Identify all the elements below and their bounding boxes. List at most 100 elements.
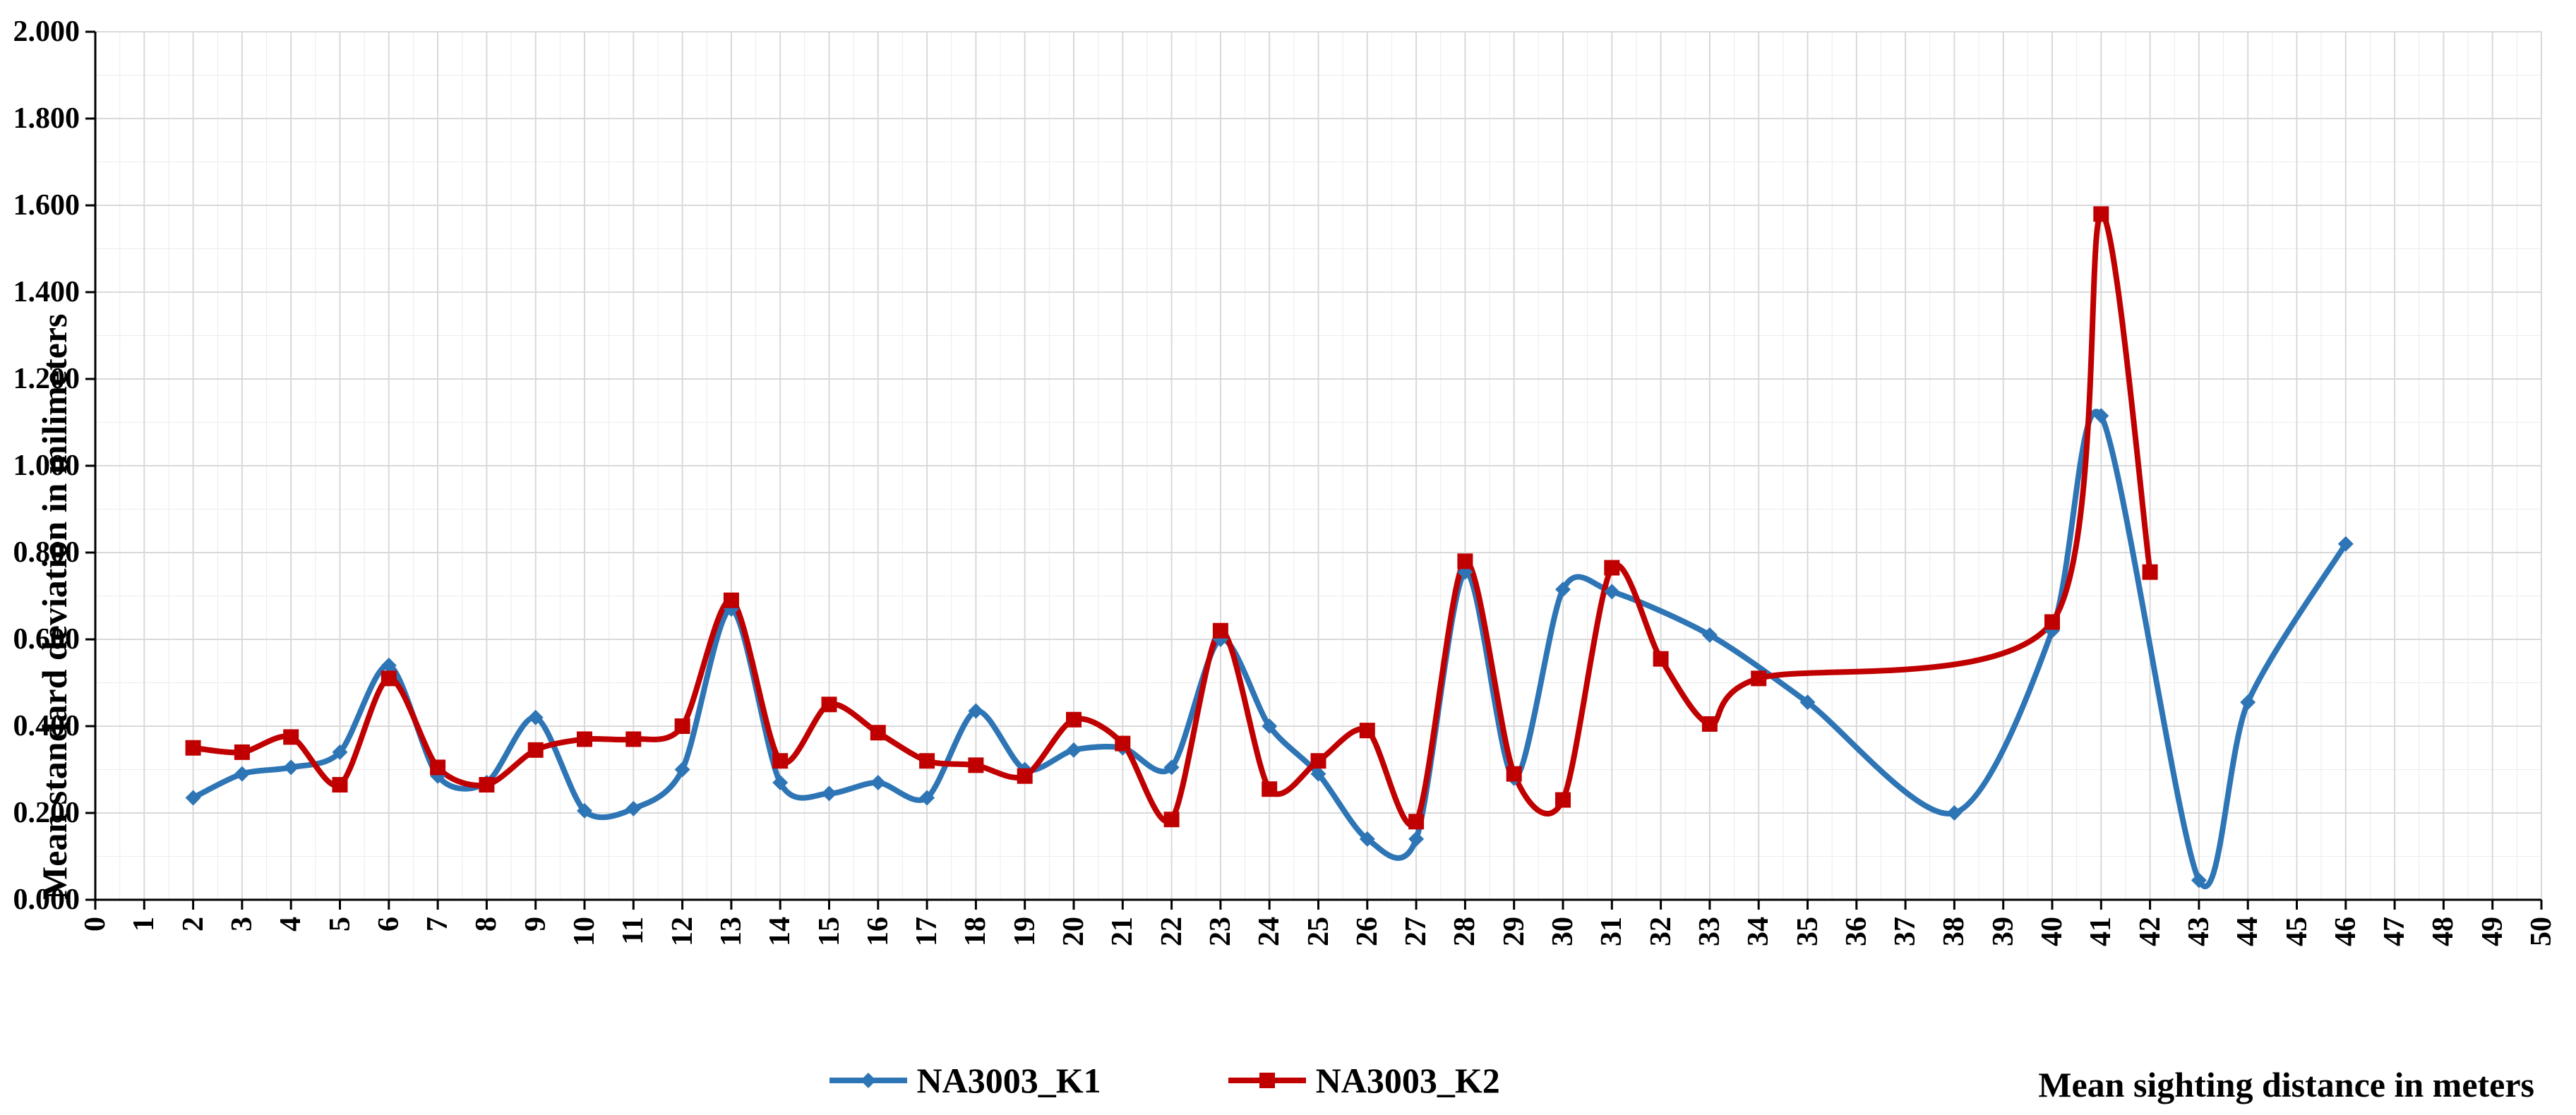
data-marker [1311, 753, 1326, 769]
x-tick-label: 42 [2133, 917, 2167, 946]
x-tick-label: 19 [1008, 917, 1042, 946]
x-tick-label: 40 [2035, 917, 2069, 946]
data-marker [234, 745, 250, 760]
legend-label: NA3003_K2 [1316, 1060, 1500, 1101]
x-tick-label: 46 [2329, 917, 2363, 946]
legend-swatch-icon [1228, 1066, 1306, 1095]
y-tick-label: 1.200 [13, 362, 80, 396]
data-marker [1360, 723, 1375, 738]
x-tick-label: 6 [372, 917, 406, 932]
data-marker [186, 740, 201, 756]
x-tick-label: 14 [763, 917, 797, 946]
x-tick-label: 4 [274, 917, 308, 932]
data-marker [1555, 792, 1571, 808]
x-tick-label: 21 [1106, 917, 1139, 946]
data-marker [2044, 614, 2060, 629]
chart-legend: NA3003_K1 NA3003_K2 [829, 1060, 1500, 1101]
x-tick-label: 2 [176, 917, 210, 932]
data-marker [1457, 553, 1473, 569]
data-marker [2093, 206, 2109, 222]
legend-label: NA3003_K1 [917, 1060, 1101, 1101]
data-marker [1066, 712, 1082, 728]
data-marker [1262, 781, 1277, 797]
data-marker [1702, 716, 1718, 732]
data-marker [2143, 565, 2158, 580]
data-marker [1115, 736, 1130, 752]
x-tick-label: 49 [2476, 917, 2510, 946]
x-tick-label: 34 [1742, 917, 1775, 946]
data-marker [283, 729, 299, 745]
x-tick-label: 48 [2426, 917, 2460, 946]
x-axis-label: Mean sighting distance in meters [2038, 1064, 2534, 1105]
x-tick-label: 39 [1987, 917, 2020, 946]
data-marker [1653, 651, 1669, 667]
x-tick-label: 29 [1497, 917, 1531, 946]
x-tick-label: 9 [519, 917, 553, 932]
x-tick-label: 17 [910, 917, 944, 946]
x-tick-label: 50 [2524, 917, 2558, 946]
x-tick-label: 13 [714, 917, 748, 946]
line-chart [0, 0, 2576, 1115]
x-tick-label: 15 [813, 917, 846, 946]
chart-container: Mean standard deviation in milimeters Me… [0, 0, 2576, 1115]
data-marker [1164, 812, 1180, 827]
legend-item: NA3003_K1 [829, 1060, 1101, 1101]
data-marker [968, 757, 983, 773]
y-tick-label: 1.600 [13, 188, 80, 222]
y-tick-label: 0.000 [13, 883, 80, 917]
x-tick-label: 36 [1840, 917, 1874, 946]
x-tick-label: 27 [1399, 917, 1433, 946]
x-tick-label: 1 [127, 917, 161, 932]
y-tick-label: 0.600 [13, 622, 80, 656]
x-tick-label: 20 [1057, 917, 1091, 946]
x-tick-label: 35 [1791, 917, 1825, 946]
data-marker [625, 731, 641, 747]
x-tick-label: 37 [1888, 917, 1922, 946]
x-tick-label: 38 [1937, 917, 1971, 946]
data-marker [430, 759, 445, 775]
data-marker [333, 777, 348, 792]
data-marker [1408, 814, 1424, 829]
data-marker [1506, 766, 1522, 782]
data-marker [479, 777, 494, 792]
legend-item: NA3003_K2 [1228, 1060, 1500, 1101]
x-tick-label: 32 [1644, 917, 1678, 946]
x-tick-label: 12 [666, 917, 700, 946]
y-tick-label: 2.000 [13, 15, 80, 49]
data-marker [1213, 623, 1228, 639]
data-marker [1751, 670, 1766, 686]
legend-swatch-icon [829, 1066, 907, 1095]
y-tick-label: 0.800 [13, 536, 80, 569]
y-tick-label: 0.200 [13, 796, 80, 830]
x-tick-label: 0 [78, 917, 112, 932]
data-marker [822, 697, 837, 712]
x-tick-label: 30 [1546, 917, 1580, 946]
x-tick-label: 16 [861, 917, 895, 946]
x-tick-label: 47 [2378, 917, 2412, 946]
x-tick-label: 45 [2280, 917, 2314, 946]
x-tick-label: 24 [1252, 917, 1286, 946]
data-marker [1017, 769, 1033, 784]
x-tick-label: 3 [225, 917, 259, 932]
x-tick-label: 11 [616, 917, 650, 945]
data-marker [577, 731, 592, 747]
y-tick-label: 1.800 [13, 102, 80, 135]
x-tick-label: 7 [421, 917, 455, 932]
y-tick-label: 0.400 [13, 709, 80, 743]
y-tick-label: 1.400 [13, 275, 80, 309]
x-tick-label: 18 [959, 917, 993, 946]
data-marker [528, 742, 544, 758]
x-tick-label: 5 [323, 917, 357, 932]
x-tick-label: 10 [568, 917, 601, 946]
x-tick-label: 43 [2182, 917, 2216, 946]
data-marker [381, 670, 397, 686]
x-tick-label: 33 [1693, 917, 1727, 946]
data-marker [1604, 560, 1619, 576]
x-tick-label: 8 [469, 917, 503, 932]
data-marker [675, 718, 690, 734]
x-tick-label: 28 [1448, 917, 1482, 946]
x-tick-label: 31 [1595, 917, 1629, 946]
data-marker [772, 753, 788, 769]
x-tick-label: 23 [1204, 917, 1238, 946]
x-tick-label: 44 [2231, 917, 2265, 946]
